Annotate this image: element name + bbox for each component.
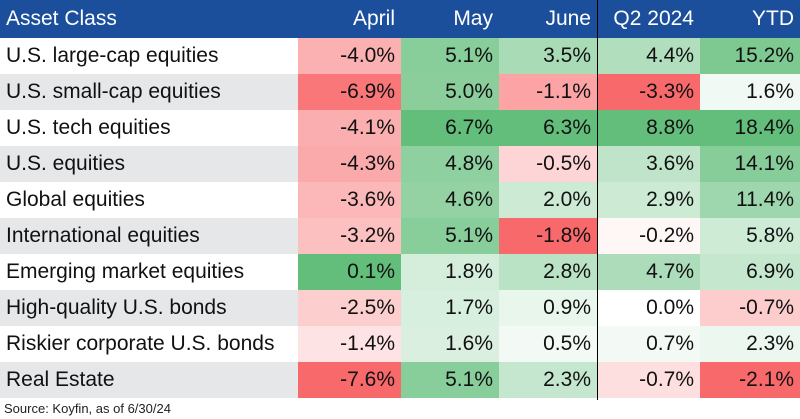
value-cell: 4.8%: [401, 146, 499, 182]
value-cell: 11.4%: [700, 182, 800, 218]
source-note: Source: Koyfin, as of 6/30/24: [4, 401, 171, 416]
asset-class-label: U.S. equities: [0, 146, 298, 182]
asset-class-label: Global equities: [0, 182, 298, 218]
value-cell: -2.1%: [700, 362, 800, 398]
table-row: U.S. large-cap equities -4.0% 5.1% 3.5% 4.4%…: [0, 38, 800, 74]
asset-class-label: High-quality U.S. bonds: [0, 290, 298, 326]
column-header: Q2 2024: [613, 7, 694, 30]
value-cell: -0.7%: [700, 290, 800, 326]
value-cell: 5.1%: [401, 362, 499, 398]
value-cell: 0.0%: [597, 290, 700, 326]
value-cell: 6.3%: [499, 110, 597, 146]
value-cell: -0.5%: [499, 146, 597, 182]
value-cell: -0.7%: [597, 362, 700, 398]
value-cell: -4.0%: [298, 38, 401, 74]
value-cell: 1.6%: [700, 74, 800, 110]
value-cell: 5.1%: [401, 218, 499, 254]
value-cell: 0.7%: [597, 326, 700, 362]
table-row: Emerging market equities 0.1% 1.8% 2.8% 4.7%…: [0, 254, 800, 290]
value-cell: 2.3%: [499, 362, 597, 398]
header-row: Asset Class April May June Q2 2024 YTD: [0, 0, 800, 38]
value-cell: 15.2%: [700, 38, 800, 74]
value-cell: -6.9%: [298, 74, 401, 110]
value-cell: -1.4%: [298, 326, 401, 362]
value-cell: -4.1%: [298, 110, 401, 146]
value-cell: -7.6%: [298, 362, 401, 398]
value-cell: 4.7%: [597, 254, 700, 290]
asset-class-label: Real Estate: [0, 362, 298, 398]
column-header: June: [545, 7, 591, 30]
value-cell: -0.2%: [597, 218, 700, 254]
value-cell: -1.1%: [499, 74, 597, 110]
value-cell: 5.0%: [401, 74, 499, 110]
value-cell: 0.1%: [298, 254, 401, 290]
value-cell: 18.4%: [700, 110, 800, 146]
row-header: Asset Class: [6, 7, 117, 30]
value-cell: 0.5%: [499, 326, 597, 362]
value-cell: 4.6%: [401, 182, 499, 218]
value-cell: 3.5%: [499, 38, 597, 74]
value-cell: -4.3%: [298, 146, 401, 182]
value-cell: 3.6%: [597, 146, 700, 182]
value-cell: 1.8%: [401, 254, 499, 290]
table-row: U.S. tech equities -4.1% 6.7% 6.3% 8.8% 18.4%: [0, 110, 800, 146]
table-row: U.S. small-cap equities -6.9% 5.0% -1.1% -3.…: [0, 74, 800, 110]
value-cell: 0.9%: [499, 290, 597, 326]
value-cell: 2.3%: [700, 326, 800, 362]
column-header: May: [453, 7, 493, 30]
value-cell: 6.7%: [401, 110, 499, 146]
table-row: High-quality U.S. bonds -2.5% 1.7% 0.9% 0.0%…: [0, 290, 800, 326]
asset-class-label: Emerging market equities: [0, 254, 298, 290]
value-cell: -2.5%: [298, 290, 401, 326]
value-cell: 2.8%: [499, 254, 597, 290]
table-row: U.S. equities -4.3% 4.8% -0.5% 3.6% 14.1%: [0, 146, 800, 182]
value-cell: 6.9%: [700, 254, 800, 290]
value-cell: -1.8%: [499, 218, 597, 254]
asset-class-label: International equities: [0, 218, 298, 254]
value-cell: 1.6%: [401, 326, 499, 362]
value-cell: 1.7%: [401, 290, 499, 326]
asset-class-label: Riskier corporate U.S. bonds: [0, 326, 298, 362]
value-cell: 2.9%: [597, 182, 700, 218]
value-cell: 5.1%: [401, 38, 499, 74]
table-row: Real Estate -7.6% 5.1% 2.3% -0.7% -2.1%: [0, 362, 800, 398]
value-cell: 5.8%: [700, 218, 800, 254]
table-row: Global equities -3.6% 4.6% 2.0% 2.9% 11.4%: [0, 182, 800, 218]
value-cell: 4.4%: [597, 38, 700, 74]
column-header: YTD: [752, 7, 794, 30]
value-cell: -3.3%: [597, 74, 700, 110]
value-cell: 14.1%: [700, 146, 800, 182]
column-header: April: [352, 7, 395, 30]
value-cell: 2.0%: [499, 182, 597, 218]
returns-heatmap: Asset Class April May June Q2 2024 YTD U.S. …: [0, 0, 800, 400]
asset-class-label: U.S. tech equities: [0, 110, 298, 146]
table-row: Riskier corporate U.S. bonds -1.4% 1.6% 0.5…: [0, 326, 800, 362]
table-row: International equities -3.2% 5.1% -1.8% -0.2…: [0, 218, 800, 254]
value-cell: 8.8%: [597, 110, 700, 146]
column-divider: [597, 0, 598, 400]
value-cell: -3.6%: [298, 182, 401, 218]
asset-class-label: U.S. large-cap equities: [0, 38, 298, 74]
value-cell: -3.2%: [298, 218, 401, 254]
asset-class-label: U.S. small-cap equities: [0, 74, 298, 110]
